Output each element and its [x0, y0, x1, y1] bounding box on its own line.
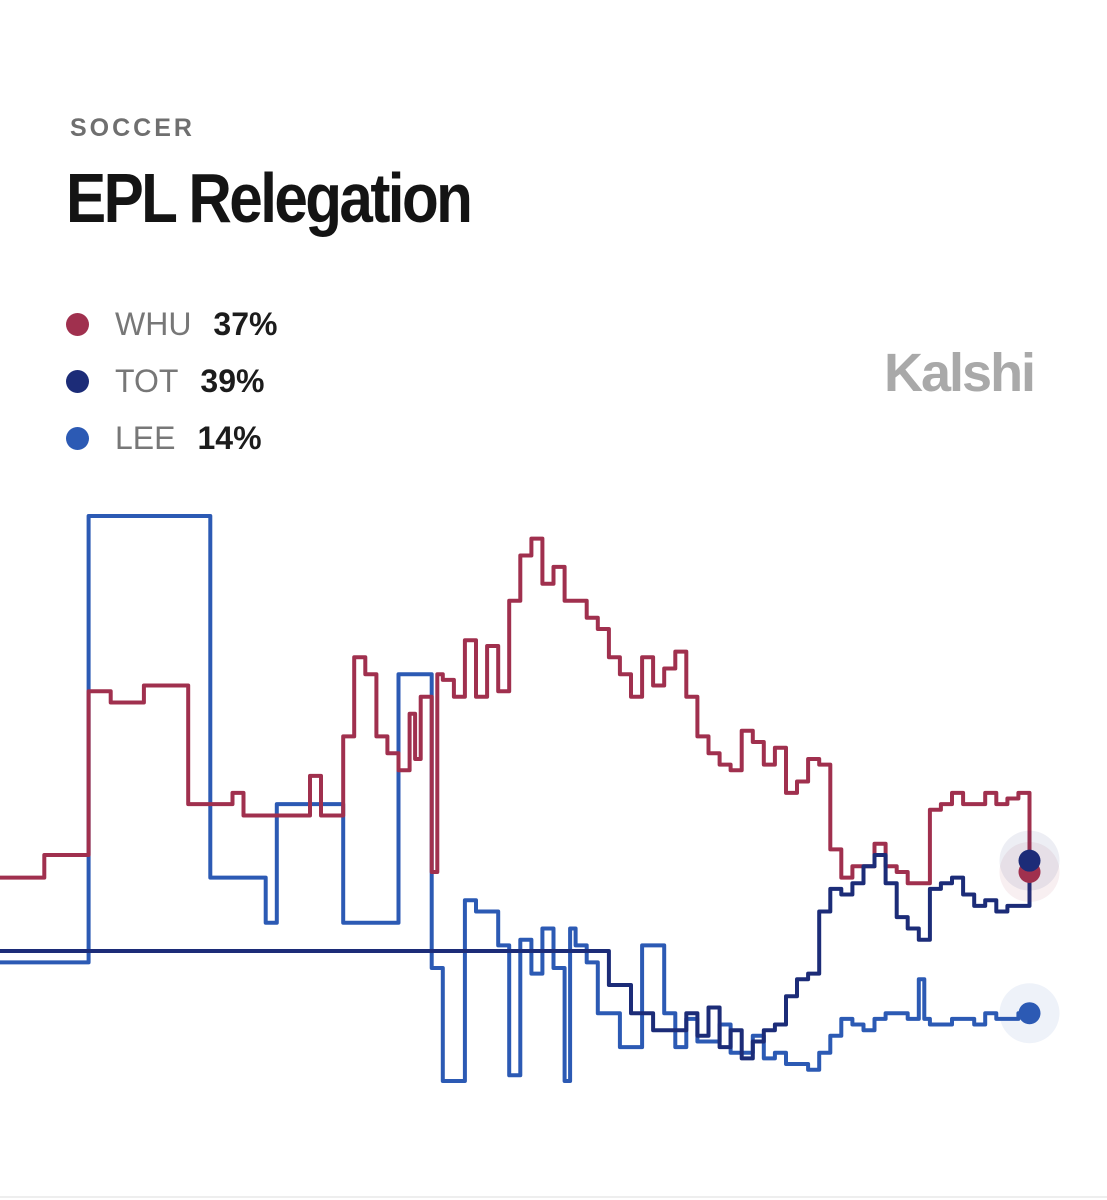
- chart-legend: WHU 37% TOT 39% LEE 14%: [66, 296, 277, 467]
- legend-item-whu: WHU 37%: [66, 296, 277, 353]
- legend-series-value: 39%: [200, 363, 265, 399]
- legend-series-value: 37%: [213, 306, 278, 342]
- legend-series-name: TOT: [115, 363, 179, 399]
- series-line-whu: [0, 536, 1032, 886]
- legend-dot-icon: [66, 370, 89, 393]
- end-marker-tot: [1018, 849, 1041, 872]
- legend-series-name: LEE: [115, 420, 176, 456]
- legend-dot-icon: [66, 313, 89, 336]
- series-line-tot: [0, 853, 1032, 1061]
- footer-divider: [0, 1196, 1107, 1198]
- legend-item-tot: TOT 39%: [66, 353, 277, 410]
- brand-logo: Kalshi: [884, 343, 1036, 403]
- legend-series-name: WHU: [115, 306, 192, 342]
- legend-item-lee: LEE 14%: [66, 410, 277, 467]
- page-title: EPL Relegation: [66, 159, 473, 237]
- end-marker-lee: [1018, 1002, 1041, 1025]
- legend-series-value: 14%: [197, 420, 262, 456]
- category-label: SOCCER: [70, 114, 195, 142]
- series-line-lee: [0, 514, 1032, 1083]
- legend-dot-icon: [66, 427, 89, 450]
